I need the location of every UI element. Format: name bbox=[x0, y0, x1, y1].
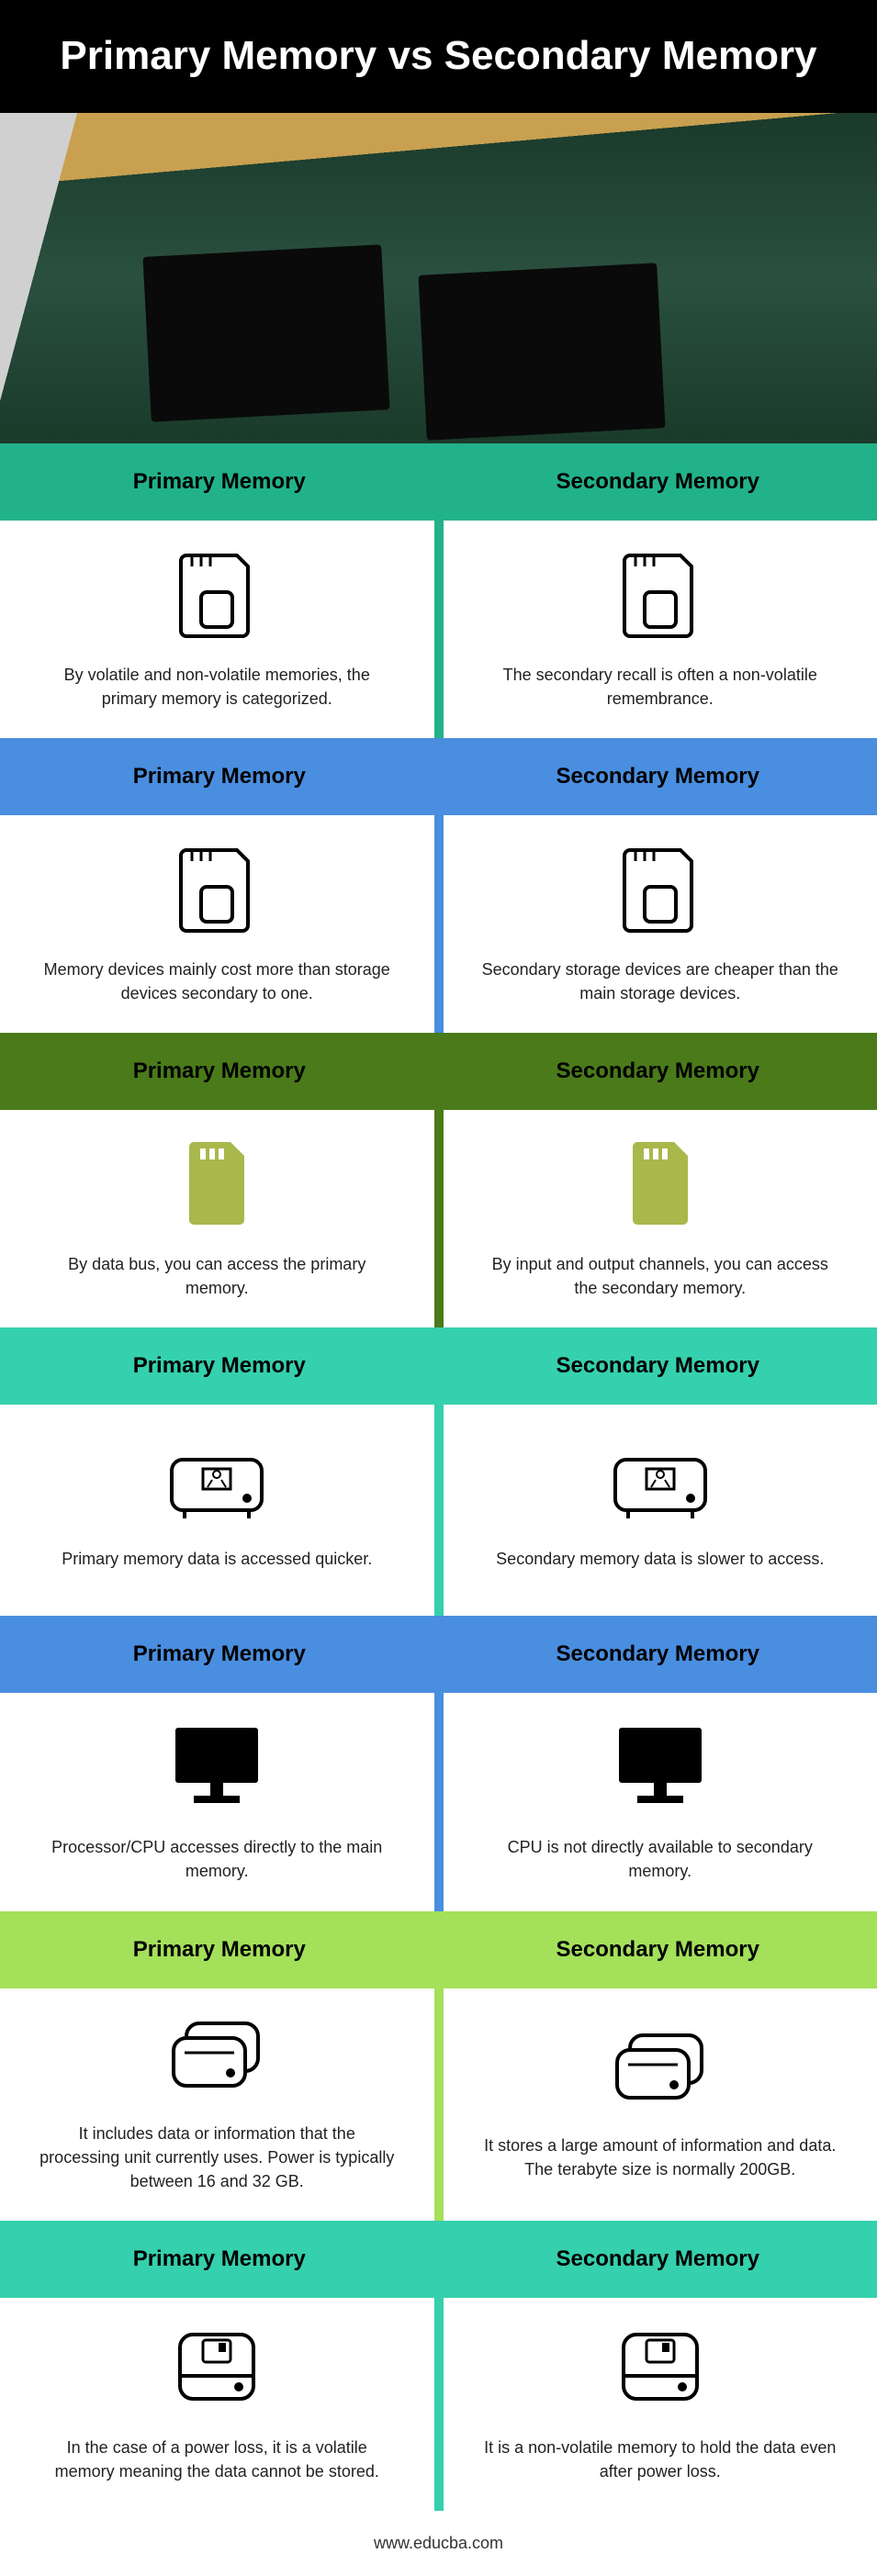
cell-right: By input and output channels, you can ac… bbox=[444, 1110, 877, 1327]
row-icon bbox=[175, 548, 258, 640]
header-left: Primary Memory bbox=[0, 1616, 439, 1693]
cell-left: Primary memory data is accessed quicker. bbox=[0, 1405, 434, 1616]
cell-left: Processor/CPU accesses directly to the m… bbox=[0, 1693, 434, 1910]
section-header: Primary Memory Secondary Memory bbox=[0, 1616, 877, 1693]
header-right: Secondary Memory bbox=[439, 1616, 877, 1693]
row-icon bbox=[180, 1137, 253, 1229]
row-icon bbox=[166, 2016, 267, 2099]
divider bbox=[434, 1988, 444, 2221]
row-icon bbox=[175, 843, 258, 935]
cell-right: The secondary recall is often a non-vola… bbox=[444, 521, 877, 738]
header-left: Primary Memory bbox=[0, 1033, 439, 1110]
header-right: Secondary Memory bbox=[439, 2221, 877, 2298]
desc-right: By input and output channels, you can ac… bbox=[480, 1252, 841, 1300]
row-icon bbox=[619, 843, 702, 935]
comparison-row: It includes data or information that the… bbox=[0, 1988, 877, 2221]
header-left: Primary Memory bbox=[0, 738, 439, 815]
desc-right: Secondary storage devices are cheaper th… bbox=[480, 958, 841, 1005]
divider bbox=[434, 1110, 444, 1327]
row-icon bbox=[614, 2325, 706, 2413]
row-icon bbox=[166, 1450, 267, 1524]
section-header: Primary Memory Secondary Memory bbox=[0, 1327, 877, 1405]
row-icon bbox=[610, 1450, 711, 1524]
title-bar: Primary Memory vs Secondary Memory bbox=[0, 0, 877, 113]
hero-image bbox=[0, 113, 877, 443]
desc-left: By data bus, you can access the primary … bbox=[37, 1252, 398, 1300]
desc-left: It includes data or information that the… bbox=[37, 2122, 398, 2193]
desc-right: Secondary memory data is slower to acces… bbox=[496, 1547, 824, 1571]
cell-right: Secondary storage devices are cheaper th… bbox=[444, 815, 877, 1033]
row-icon bbox=[610, 2028, 711, 2111]
header-right: Secondary Memory bbox=[439, 1911, 877, 1988]
comparison-row: By volatile and non-volatile memories, t… bbox=[0, 521, 877, 738]
desc-right: The secondary recall is often a non-vola… bbox=[480, 663, 841, 711]
header-right: Secondary Memory bbox=[439, 443, 877, 521]
desc-right: CPU is not directly available to seconda… bbox=[480, 1835, 841, 1883]
header-right: Secondary Memory bbox=[439, 1033, 877, 1110]
row-icon bbox=[619, 548, 702, 640]
footer-text: www.educba.com bbox=[374, 2534, 503, 2552]
header-left: Primary Memory bbox=[0, 1911, 439, 1988]
section-header: Primary Memory Secondary Memory bbox=[0, 1033, 877, 1110]
cell-left: By volatile and non-volatile memories, t… bbox=[0, 521, 434, 738]
page-title: Primary Memory vs Secondary Memory bbox=[60, 33, 816, 78]
header-right: Secondary Memory bbox=[439, 738, 877, 815]
comparison-row: By data bus, you can access the primary … bbox=[0, 1110, 877, 1327]
cell-right: Secondary memory data is slower to acces… bbox=[444, 1405, 877, 1616]
divider bbox=[434, 2298, 444, 2511]
divider bbox=[434, 1693, 444, 1910]
divider bbox=[434, 1405, 444, 1616]
cell-left: Memory devices mainly cost more than sto… bbox=[0, 815, 434, 1033]
desc-right: It stores a large amount of information … bbox=[480, 2134, 841, 2181]
desc-left: In the case of a power loss, it is a vol… bbox=[37, 2436, 398, 2483]
section-header: Primary Memory Secondary Memory bbox=[0, 443, 877, 521]
header-right: Secondary Memory bbox=[439, 1327, 877, 1405]
cell-right: CPU is not directly available to seconda… bbox=[444, 1693, 877, 1910]
row-icon bbox=[171, 2325, 263, 2413]
cell-right: It is a non-volatile memory to hold the … bbox=[444, 2298, 877, 2511]
desc-left: By volatile and non-volatile memories, t… bbox=[37, 663, 398, 711]
cell-left: It includes data or information that the… bbox=[0, 1988, 434, 2221]
infographic: Primary Memory vs Secondary Memory Prima… bbox=[0, 0, 877, 2576]
comparison-row: In the case of a power loss, it is a vol… bbox=[0, 2298, 877, 2511]
comparison-row: Primary memory data is accessed quicker.… bbox=[0, 1405, 877, 1616]
desc-left: Processor/CPU accesses directly to the m… bbox=[37, 1835, 398, 1883]
footer: www.educba.com bbox=[0, 2511, 877, 2576]
header-left: Primary Memory bbox=[0, 1327, 439, 1405]
cell-right: It stores a large amount of information … bbox=[444, 1988, 877, 2221]
section-header: Primary Memory Secondary Memory bbox=[0, 2221, 877, 2298]
desc-left: Primary memory data is accessed quicker. bbox=[62, 1547, 372, 1571]
header-left: Primary Memory bbox=[0, 2221, 439, 2298]
divider bbox=[434, 815, 444, 1033]
header-left: Primary Memory bbox=[0, 443, 439, 521]
comparison-row: Processor/CPU accesses directly to the m… bbox=[0, 1693, 877, 1910]
row-icon bbox=[610, 1720, 711, 1812]
cell-left: By data bus, you can access the primary … bbox=[0, 1110, 434, 1327]
desc-right: It is a non-volatile memory to hold the … bbox=[480, 2436, 841, 2483]
row-icon bbox=[624, 1137, 697, 1229]
section-header: Primary Memory Secondary Memory bbox=[0, 738, 877, 815]
divider bbox=[434, 521, 444, 738]
section-header: Primary Memory Secondary Memory bbox=[0, 1911, 877, 1988]
row-icon bbox=[166, 1720, 267, 1812]
comparison-row: Memory devices mainly cost more than sto… bbox=[0, 815, 877, 1033]
cell-left: In the case of a power loss, it is a vol… bbox=[0, 2298, 434, 2511]
desc-left: Memory devices mainly cost more than sto… bbox=[37, 958, 398, 1005]
